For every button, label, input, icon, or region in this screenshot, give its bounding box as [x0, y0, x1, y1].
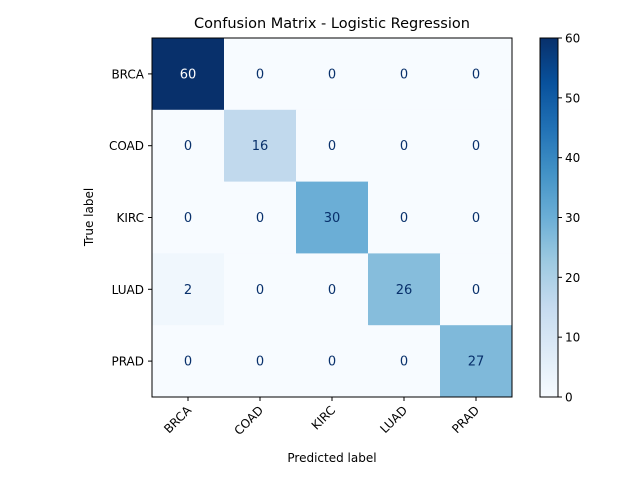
- cell-value-label: 0: [328, 67, 336, 82]
- cell-value-label: 26: [396, 283, 413, 298]
- x-axis: BRCA COAD KIRC LUAD PRAD: [161, 397, 482, 438]
- cell-value-label: 0: [256, 211, 264, 226]
- cell-value-label: 0: [256, 67, 264, 82]
- heatmap-cell: [440, 325, 513, 398]
- colorbar-tick-label: 20: [565, 271, 580, 285]
- colorbar-tick-label: 40: [565, 151, 580, 165]
- heatmap-cell: [368, 181, 441, 254]
- heatmap-cell: [368, 109, 441, 183]
- x-tick-label: LUAD: [377, 403, 410, 436]
- heatmap-cell: [152, 181, 225, 254]
- x-axis-label: Predicted label: [287, 451, 376, 465]
- cell-value-label: 2: [184, 283, 192, 298]
- cell-value-label: 27: [468, 355, 485, 370]
- heatmap-cell: [296, 38, 369, 111]
- colorbar-tick-label: 30: [565, 211, 580, 225]
- heatmap-cell: [224, 253, 297, 326]
- y-axis-label: True label: [82, 188, 96, 247]
- heatmap-cell: [296, 181, 369, 254]
- heatmap-cell: [440, 253, 513, 326]
- colorbar-tick-label: 50: [565, 91, 580, 105]
- cell-value-label: 0: [184, 211, 192, 226]
- heatmap-cell: [152, 38, 225, 111]
- cell-value-label: 0: [400, 355, 408, 370]
- cell-value-label: 60: [180, 67, 197, 82]
- cell-value-label: 0: [400, 211, 408, 226]
- cell-value-label: 16: [252, 139, 269, 154]
- heatmap-cell: [224, 38, 297, 111]
- heatmap-cell: [440, 181, 513, 254]
- colorbar: [539, 37, 559, 398]
- x-tick-label: BRCA: [161, 403, 194, 436]
- cell-value-label: 0: [256, 283, 264, 298]
- cell-value-labels: 60 0 0 0 0 0 16 0 0 0 0 0 30 0 0 2 0 0 26 0 0 0 0 0 27: [180, 67, 485, 369]
- heatmap-cell: [152, 109, 225, 183]
- heatmap-cell: [440, 38, 513, 111]
- cell-value-label: 0: [400, 67, 408, 82]
- cell-value-label: 0: [184, 355, 192, 370]
- cell-value-label: 0: [184, 139, 192, 154]
- cell-value-label: 0: [472, 211, 480, 226]
- x-tick-label: COAD: [231, 403, 266, 438]
- colorbar-tick-label: 10: [565, 331, 580, 345]
- heatmap-cell: [296, 253, 369, 326]
- y-tick-label: PRAD: [111, 355, 144, 369]
- heatmap-cell: [152, 325, 225, 398]
- heatmap-cell: [224, 109, 297, 183]
- cell-value-label: 0: [328, 283, 336, 298]
- colorbar-ticks: 0 10 20 30 40 50 60: [558, 32, 580, 405]
- cell-value-label: 30: [324, 211, 341, 226]
- cell-value-label: 0: [472, 139, 480, 154]
- cell-value-label: 0: [328, 355, 336, 370]
- heatmap-cell: [368, 253, 441, 326]
- heatmap-cell: [296, 325, 369, 398]
- heatmap-cell: [368, 325, 441, 398]
- heatmap-cell: [440, 109, 513, 183]
- y-tick-label: KIRC: [116, 211, 144, 225]
- colorbar-tick-label: 60: [565, 32, 580, 46]
- x-tick-label: PRAD: [449, 403, 482, 436]
- cell-value-label: 0: [328, 139, 336, 154]
- cell-value-label: 0: [400, 139, 408, 154]
- y-axis: BRCA COAD KIRC LUAD PRAD: [109, 67, 152, 369]
- heatmap-cell: [368, 38, 441, 111]
- chart-title: Confusion Matrix - Logistic Regression: [194, 16, 470, 32]
- heatmap-cell: [224, 181, 297, 254]
- colorbar-tick-label: 0: [565, 391, 573, 405]
- cell-value-label: 0: [472, 67, 480, 82]
- heatmap-cell: [224, 325, 297, 398]
- x-tick-label: KIRC: [309, 403, 338, 432]
- heatmap-cells: [152, 38, 513, 398]
- y-tick-label: COAD: [109, 139, 144, 153]
- cell-value-label: 0: [472, 283, 480, 298]
- heatmap-cell: [152, 253, 225, 326]
- heatmap-cell: [296, 109, 369, 183]
- y-tick-label: BRCA: [111, 67, 144, 81]
- y-tick-label: LUAD: [112, 283, 144, 297]
- cell-value-label: 0: [256, 355, 264, 370]
